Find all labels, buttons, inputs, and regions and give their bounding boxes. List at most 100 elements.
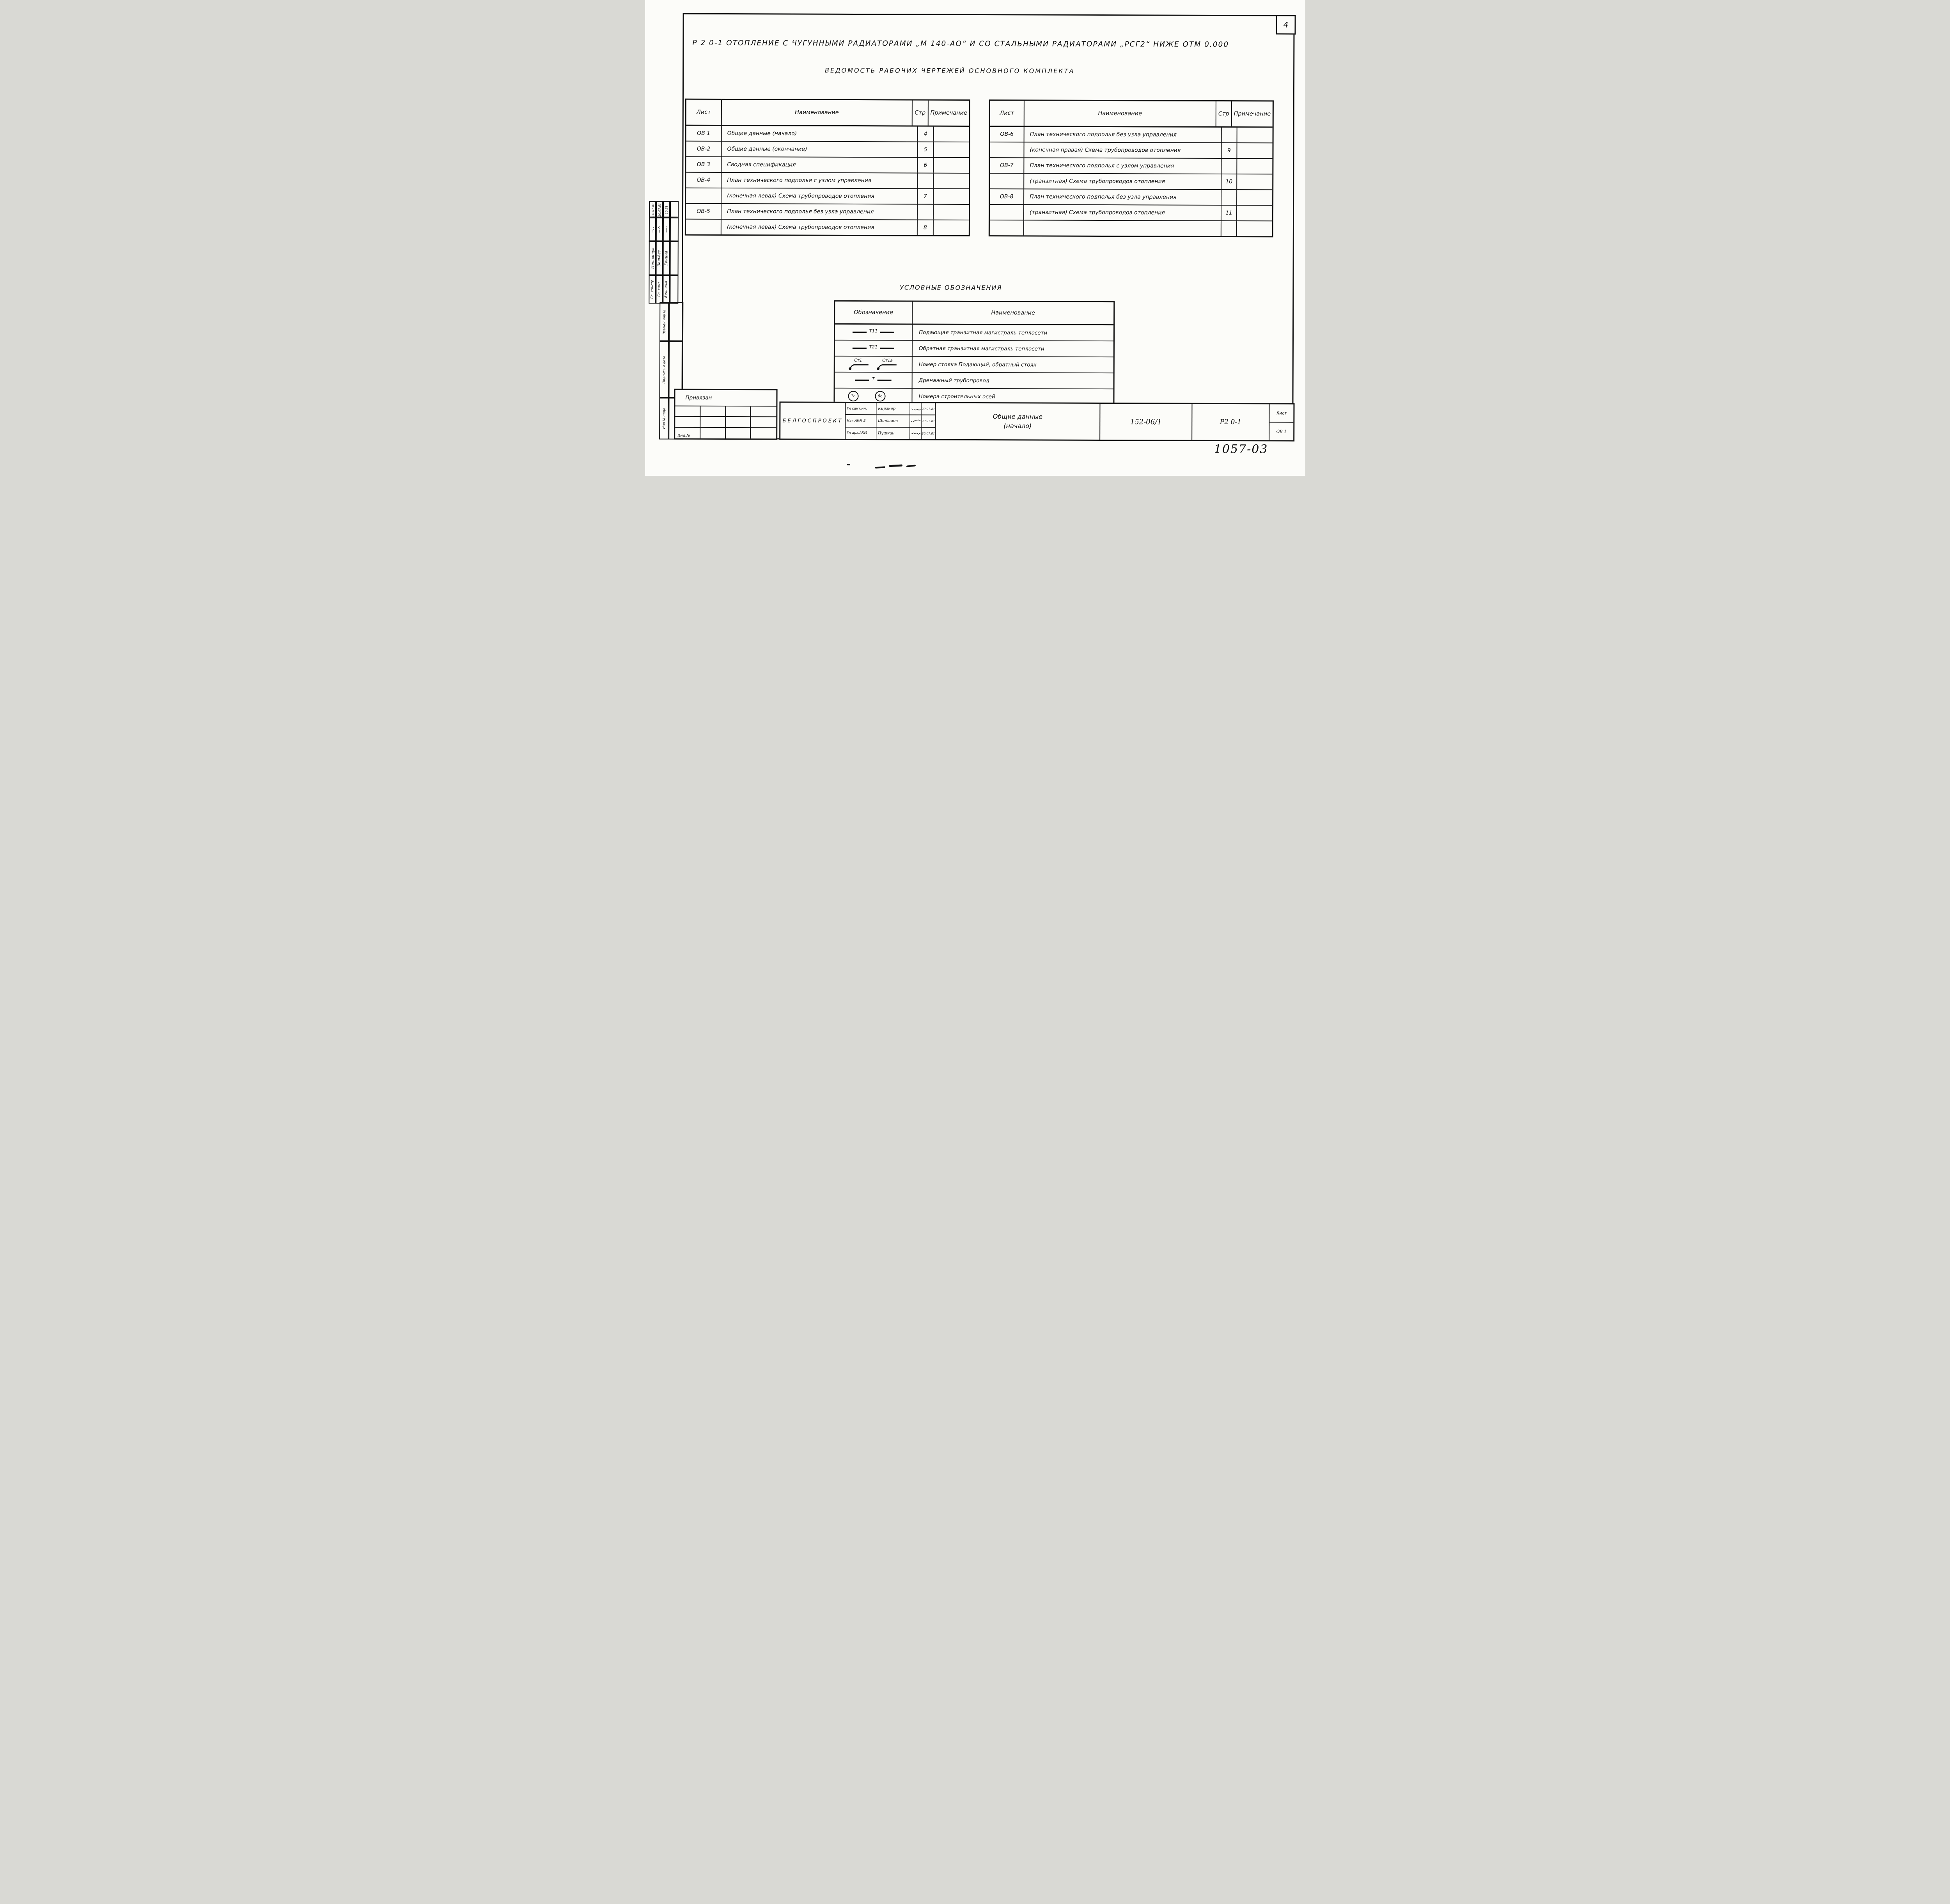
register-row: ОВ-2 Общие данные (окончание) 5 <box>686 141 969 158</box>
register-row <box>989 220 1272 236</box>
sheet-note-cell <box>934 174 969 188</box>
legend-row: Т Дренажный трубопровод <box>835 372 1113 390</box>
approver-date: 10.81 <box>665 205 668 214</box>
pipe-label: Т11 <box>869 328 878 334</box>
pipeline-symbol: Т <box>855 376 892 383</box>
pipe-line-icon <box>880 332 894 333</box>
note-header: Примечание <box>930 110 967 116</box>
sheet-id-cell <box>686 188 722 203</box>
document-title-line2: (начало) <box>1003 422 1032 430</box>
approvals-sidebar: 20.07.81 Петрачук Гл. констр 20.07.81 Зельде… <box>645 0 1305 440</box>
register-header-row: Лист Наименование Стр Примечание <box>990 101 1273 128</box>
legend-row: Ст1 Ст1а Номер стояка Подающий, обратный с… <box>835 356 1113 374</box>
sidebar-signature-cell <box>655 216 664 242</box>
binding-grid-cell <box>751 417 776 428</box>
sidebar-cell <box>669 216 679 242</box>
sheet-page-cell: 10 <box>1221 174 1237 190</box>
register-row: (конечная правая) Схема трубопроводов от… <box>989 142 1273 159</box>
sheet-name-cell: (конечная правая) Схема трубопроводов от… <box>1024 142 1222 158</box>
approver-role: Вед. инж <box>664 280 668 298</box>
binding-grid-cell <box>700 428 726 438</box>
binding-grid-cell <box>751 406 776 417</box>
register-row: ОВ-7 План технического подполья с узлом у… <box>989 158 1272 175</box>
axis-circle-icon: 8с <box>874 391 885 402</box>
name-header: Наименование <box>722 99 913 126</box>
pipe-line-icon <box>877 380 892 381</box>
signer-date: 20.07.81 <box>921 431 935 435</box>
signature-icon <box>652 226 654 232</box>
sheet-note-cell <box>933 205 968 220</box>
pipe-line-icon <box>880 348 894 349</box>
sheet-page-cell: 5 <box>917 142 934 157</box>
pipe-line-icon <box>852 348 867 349</box>
sheet-note-cell <box>934 142 969 157</box>
sheet-id-cell: ОВ-4 <box>686 172 722 188</box>
riser-elbow-icon <box>848 364 868 370</box>
sheet-canvas: 4 Р 2 0-1 ОТОПЛЕНИЕ С ЧУГУННЫМИ РАДИАТОР… <box>645 0 1305 476</box>
sheet-id-cell: ОВ-7 <box>989 158 1024 173</box>
legend-name-cell: Обратная транзитная магистраль теплосети <box>918 345 1044 352</box>
document-title-cell: Общие данные (начало) <box>935 403 1100 440</box>
document-number-handwritten: 1057-03 <box>1214 442 1268 456</box>
approver-name: Генина <box>664 250 668 266</box>
page-number: 4 <box>1283 20 1288 30</box>
title-block-signatures: Гл сант.ин. Кирзнер 20.07.81 Нач АКМ 2 Шатал… <box>845 403 936 439</box>
signer-name: Пушкин <box>876 427 910 439</box>
sheet-note-cell <box>1237 174 1272 189</box>
sheet-id-cell: ОВ-6 <box>990 127 1025 142</box>
pipe-label: Т <box>872 376 875 382</box>
binding-grid-cell <box>700 406 726 417</box>
scan-artifact <box>906 465 916 467</box>
sheet-name-cell <box>1024 220 1221 236</box>
binding-grid-cell <box>700 417 726 428</box>
drawing-register-table-right: Лист Наименование Стр Примечание ОВ-6 План те… <box>988 99 1274 238</box>
legend-name-cell: Подающая транзитная магистраль теплосети <box>918 329 1047 336</box>
binding-grid-cell <box>725 428 751 439</box>
legend-symbol-header: Обозначение <box>835 301 913 324</box>
sheet-id-cell <box>989 220 1024 236</box>
sheet-page-cell <box>1221 190 1237 205</box>
signer-name: Кирзнер <box>876 403 910 415</box>
sheet-note-cell <box>933 220 968 235</box>
sidebar-signature-cell <box>662 216 671 242</box>
sheet-page-cell <box>917 173 934 188</box>
sheet-name-cell: Общие данные (начало) <box>722 126 918 142</box>
register-header-row: Лист Наименование Стр Примечание <box>686 99 969 127</box>
sheet-name-cell: Общие данные (окончание) <box>721 141 918 157</box>
stamp-signer-row: Гл сант.ин. Кирзнер 20.07.81 <box>845 403 935 416</box>
series-code-cell: Р2 0-1 <box>1192 404 1269 440</box>
list-header: Лист <box>990 101 1025 126</box>
drawing-register-table-left: Лист Наименование Стр Примечание ОВ 1 Общие д… <box>684 98 970 236</box>
axis-symbols: 1с 8с <box>847 390 885 402</box>
approver-name: Зельдес <box>657 250 661 266</box>
legend-header-row: Обозначение Наименование <box>835 301 1113 326</box>
riser-symbols: Ст1 Ст1а <box>848 358 899 370</box>
sheet-name-cell: План технического подполья без узла упра… <box>1024 127 1222 142</box>
register-row: (транзитная) Схема трубопроводов отоплен… <box>989 205 1272 222</box>
legend-title: УСЛОВНЫЕ ОБОЗНАЧЕНИЯ <box>899 284 1002 292</box>
register-row: ОВ 3 Сводная спецификация 6 <box>686 157 969 174</box>
signer-role: Гл арх.АКМ <box>845 427 876 439</box>
register-row: (конечная левая) Схема трубопроводов ото… <box>686 188 969 205</box>
sheet-name-cell: (транзитная) Схема трубопроводов отоплен… <box>1024 205 1221 220</box>
legend-name-cell: Номер стояка Подающий, обратный стояк <box>918 361 1037 368</box>
sheet-cell: Лист ОВ 1 <box>1269 404 1293 440</box>
sheet-page-cell <box>1221 127 1237 143</box>
binding-box-header: Привязан <box>675 390 776 407</box>
sheet-id-cell: ОВ 3 <box>686 157 722 172</box>
binding-grid-cell <box>751 428 776 439</box>
sheet-page-cell: 9 <box>1221 143 1237 158</box>
binding-grid-cell <box>675 406 700 417</box>
sheet-page-cell: 11 <box>1221 205 1237 221</box>
sheet-name-cell: (конечная левая) Схема трубопроводов ото… <box>721 219 918 235</box>
signature-icon <box>658 226 660 233</box>
signer-role: Гл сант.ин. <box>845 403 876 415</box>
name-header: Наименование <box>1024 101 1216 126</box>
legend-symbol-cell: Т <box>835 372 913 388</box>
margin-label: Взамен инв № <box>662 309 667 335</box>
note-header: Примечание <box>1233 111 1271 117</box>
approver-role: Гл. сант <box>657 281 661 297</box>
pipe-line-icon <box>855 380 869 381</box>
signature-icon <box>911 408 920 410</box>
approver-role: Гл. констр <box>650 279 654 299</box>
